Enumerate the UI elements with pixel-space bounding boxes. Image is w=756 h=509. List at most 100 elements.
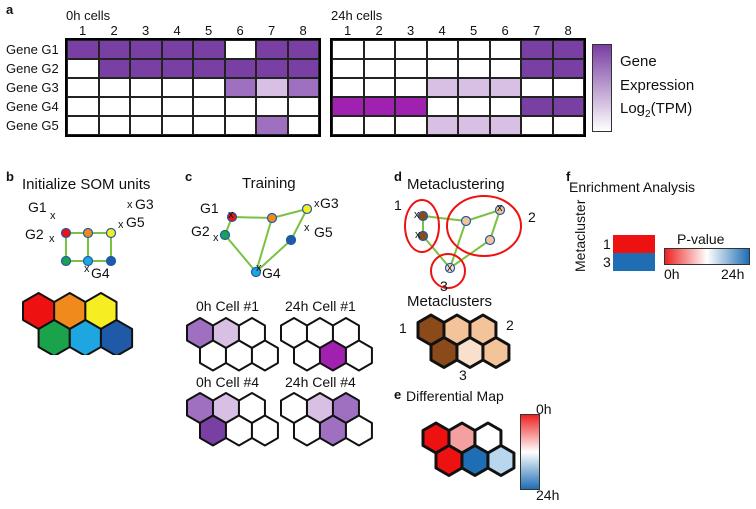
heatmap-24h-cell bbox=[395, 116, 427, 135]
cluster-1-label: 1 bbox=[394, 197, 402, 213]
heatmap-24h-cell bbox=[332, 40, 364, 59]
heatmap-24h-cell bbox=[363, 116, 395, 135]
column-number-0h: 3 bbox=[142, 23, 150, 38]
heatmap-0h-cell bbox=[98, 116, 130, 135]
training-edges bbox=[224, 208, 308, 273]
heatmap-0h-cell bbox=[130, 116, 162, 135]
hex-unit bbox=[486, 444, 516, 477]
differential-color-bar bbox=[520, 414, 540, 490]
heatmap-0h-cell bbox=[224, 59, 256, 78]
heatmap-0h-cell bbox=[256, 59, 288, 78]
heatmap-0h-cell bbox=[224, 78, 256, 97]
gene-label: Gene G3 bbox=[6, 80, 59, 95]
column-number-24h: 8 bbox=[564, 23, 572, 38]
c-label-g4: G4 bbox=[262, 265, 281, 281]
b-marker-g5: x bbox=[118, 219, 124, 231]
metacluster-axis-label: Metacluster bbox=[572, 199, 588, 272]
column-number-24h: 6 bbox=[501, 23, 509, 38]
heatmap-0h-cell bbox=[130, 97, 162, 116]
cluster-3-label: 3 bbox=[440, 278, 448, 294]
heatmap-0h-cell bbox=[193, 97, 225, 116]
cell-label-24h-1: 24h Cell #1 bbox=[285, 298, 356, 314]
hex-unit bbox=[224, 414, 253, 447]
metacluster-hex-map bbox=[416, 313, 511, 369]
c-label-g5: G5 bbox=[314, 224, 333, 240]
heatmap-0h-cell bbox=[67, 116, 99, 135]
panel-d-letter: d bbox=[394, 169, 402, 184]
som-init-diagram bbox=[60, 227, 117, 267]
legend-expression: Expression bbox=[620, 77, 695, 94]
gene-label: Gene G4 bbox=[6, 99, 59, 114]
hex-unit bbox=[37, 319, 71, 355]
heatmap-24h-cell bbox=[426, 78, 458, 97]
unit-sky bbox=[82, 255, 94, 267]
meta-unit-3 bbox=[444, 262, 456, 274]
heatmap-24h-cell bbox=[363, 59, 395, 78]
d-marker-1: x bbox=[414, 209, 420, 221]
heatmap-0h-cell bbox=[287, 40, 319, 59]
heatmap-0h-cell bbox=[193, 40, 225, 59]
b-marker-g1: x bbox=[50, 210, 56, 222]
train-unit-navy bbox=[285, 234, 297, 246]
meta-unit-2c bbox=[484, 234, 496, 246]
hex-unit bbox=[250, 414, 279, 447]
hex-unit bbox=[224, 339, 253, 372]
heatmap-24h-cell bbox=[426, 40, 458, 59]
pvalue-scale-right: 24h bbox=[721, 266, 745, 282]
unit-orange bbox=[82, 227, 94, 239]
c-label-g3: G3 bbox=[320, 195, 339, 211]
heatmap-0h-cell bbox=[130, 59, 162, 78]
heatmap-0h-cell bbox=[67, 78, 99, 97]
cell-label-0h-1: 0h Cell #1 bbox=[196, 298, 260, 314]
heatmap-0h-cell bbox=[256, 97, 288, 116]
column-number-0h: 7 bbox=[268, 23, 276, 38]
column-number-0h: 1 bbox=[79, 23, 87, 38]
gene-label: Gene G1 bbox=[6, 42, 59, 57]
column-number-24h: 2 bbox=[375, 23, 383, 38]
heatmap-24h-cell bbox=[426, 116, 458, 135]
heatmap-0h-cell bbox=[130, 40, 162, 59]
heatmap-24h-cell bbox=[458, 78, 490, 97]
cluster-1-ring bbox=[404, 199, 440, 253]
train-unit-orange bbox=[266, 212, 278, 224]
heatmap-24h-cell bbox=[489, 97, 521, 116]
group-24h-title: 24h cells bbox=[331, 8, 383, 23]
b-marker-g3: x bbox=[127, 199, 133, 211]
heatmap-24h-cell bbox=[521, 78, 553, 97]
column-number-24h: 5 bbox=[470, 23, 478, 38]
heatmap-0h-cell bbox=[287, 97, 319, 116]
heatmap-0h-cell bbox=[161, 116, 193, 135]
b-label-g2: G2 bbox=[25, 226, 44, 242]
panel-b-title: Initialize SOM units bbox=[22, 176, 151, 193]
heatmap-0h-cell bbox=[287, 59, 319, 78]
panel-f-title: Enrichment Analysis bbox=[569, 179, 696, 195]
heatmap-0h-cell bbox=[98, 40, 130, 59]
hex-unit bbox=[198, 339, 227, 372]
heatmap-0h-cell bbox=[161, 40, 193, 59]
heatmap-24h-cell bbox=[458, 116, 490, 135]
meta-unit-1a bbox=[417, 210, 429, 222]
heatmap-0h-cell bbox=[98, 78, 130, 97]
meta-unit-1b bbox=[417, 230, 429, 242]
metaclustering-diagram bbox=[404, 195, 522, 289]
metacluster-1-label: 1 bbox=[399, 320, 407, 336]
meta-unit-2b bbox=[494, 204, 506, 216]
heatmap-0h bbox=[65, 38, 321, 137]
heatmap-0h-cell bbox=[161, 59, 193, 78]
metacluster-2-label: 2 bbox=[506, 317, 514, 333]
heatmap-24h-cell bbox=[332, 59, 364, 78]
legend-log-tpm: Log2(TPM) bbox=[620, 101, 692, 120]
c-marker-g2: x bbox=[213, 232, 219, 244]
train-unit-green bbox=[219, 229, 231, 241]
heatmap-24h-cell bbox=[395, 78, 427, 97]
som-training-diagram bbox=[219, 203, 313, 278]
group-0h-title: 0h cells bbox=[66, 8, 111, 23]
metacluster-3-label: 3 bbox=[459, 367, 467, 383]
heatmap-0h-cell bbox=[224, 97, 256, 116]
heatmap-24h-cell bbox=[458, 59, 490, 78]
cluster-2-ring bbox=[446, 195, 522, 257]
heatmap-24h-cell bbox=[395, 59, 427, 78]
heatmap-24h-cell bbox=[552, 116, 584, 135]
diff-scale-top: 0h bbox=[536, 401, 552, 417]
b-label-g3: G3 bbox=[135, 196, 154, 212]
